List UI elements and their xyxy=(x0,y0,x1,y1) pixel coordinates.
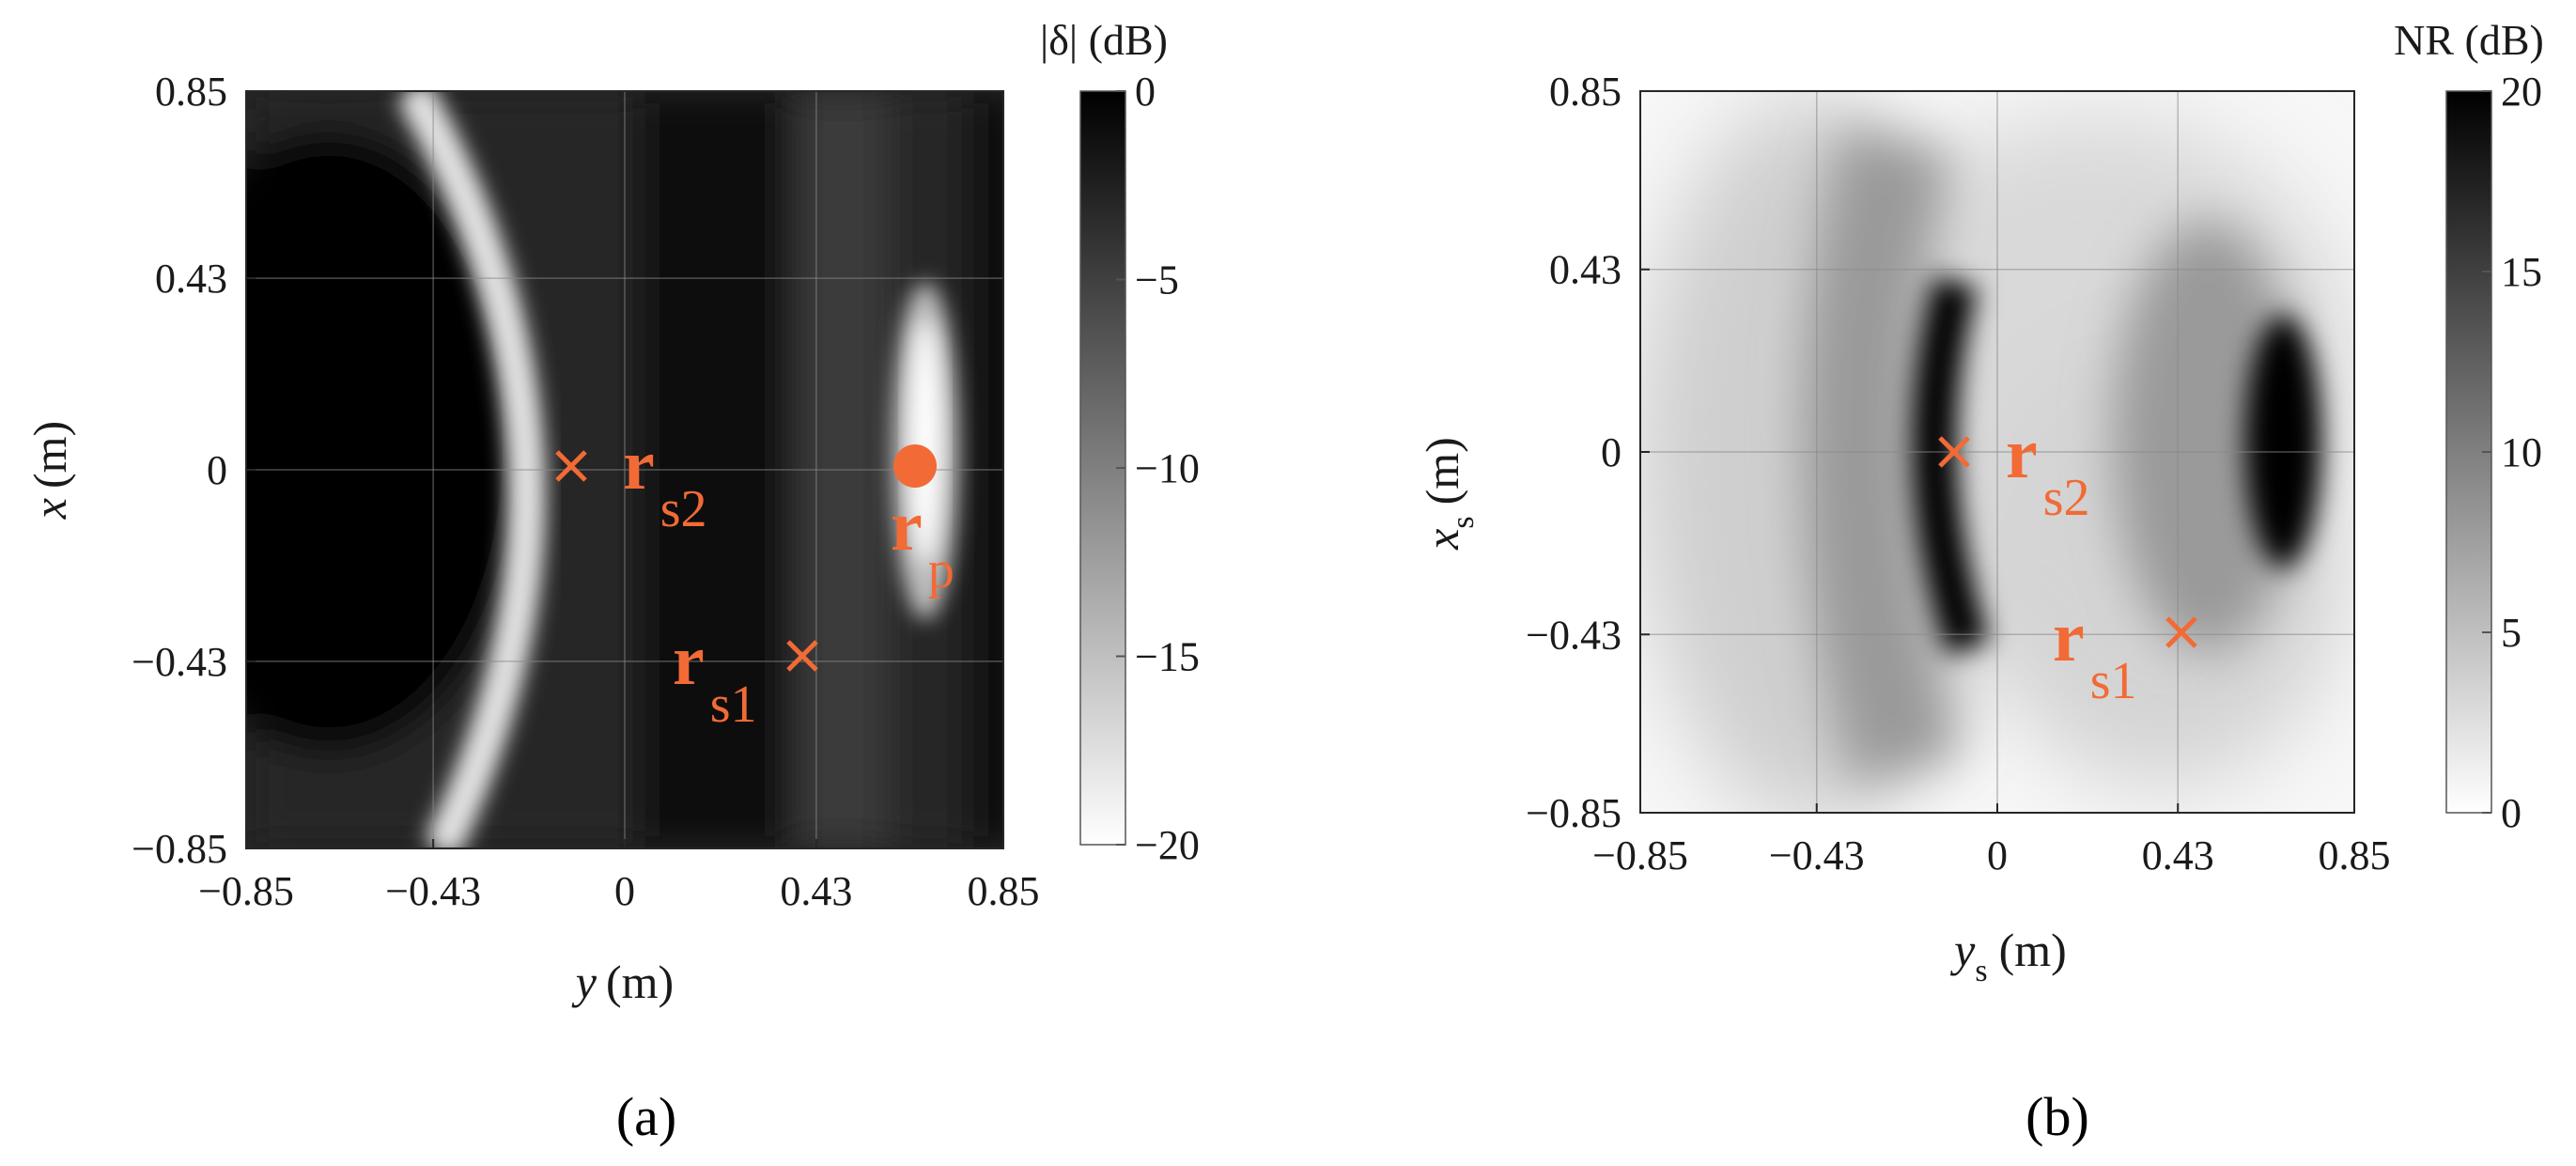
x-axis-label-a: y (m) xyxy=(571,956,674,1008)
colorbar-tick-label-b-1: 15 xyxy=(2501,249,2542,295)
marker-rs1-b xyxy=(2165,616,2197,648)
colorbar-title-b: NR (dB) xyxy=(2394,16,2544,64)
x-tick-label-b-3: 0.43 xyxy=(2142,832,2214,878)
x-tick-label-a-0: −0.85 xyxy=(198,868,294,914)
y-ticks-b: −0.85 −0.43 0 0.43 0.85 xyxy=(1526,69,1650,836)
y-axis-label-a: x(m) xyxy=(23,421,76,520)
colorbar-tick-label-a-3: −15 xyxy=(1135,634,1200,680)
heatmap-b xyxy=(1640,91,2354,813)
x-axis-label-b-sub: s xyxy=(1975,954,1987,988)
marker-rs1-a xyxy=(786,640,818,672)
colorbar-tick-label-b-0: 20 xyxy=(2501,69,2542,115)
y-tick-label-a-0: −0.85 xyxy=(132,826,227,872)
colorbar-ticks-b: 20 15 10 5 0 xyxy=(2482,69,2542,836)
y-axis-label-b: xs(m) xyxy=(1416,437,1481,551)
y-ticks-a: −0.85 −0.43 0 0.43 0.85 xyxy=(132,69,256,872)
marker-rs2-a xyxy=(555,450,587,482)
x-tick-label-a-4: 0.85 xyxy=(968,868,1040,914)
x-ticks-a: −0.85 −0.43 0 0.43 0.85 xyxy=(198,839,1040,914)
marker-label-rs1-b: rs1 xyxy=(2053,598,2137,710)
x-tick-label-a-1: −0.43 xyxy=(385,868,481,914)
x-tick-label-b-4: 0.85 xyxy=(2319,832,2391,878)
y-tick-label-b-1: −0.43 xyxy=(1526,612,1622,658)
colorbar-title-a: |δ| (dB) xyxy=(1040,16,1168,64)
x-ticks-b: −0.85 −0.43 0 0.43 0.85 xyxy=(1592,803,2391,878)
y-axis-label-b-sub: s xyxy=(1446,516,1481,528)
marker-label-rs2-b: rs2 xyxy=(2006,414,2090,527)
y-tick-label-a-2: 0 xyxy=(207,447,227,493)
marker-label-rp-a: rp xyxy=(891,487,954,599)
colorbar-tick-label-b-2: 10 xyxy=(2501,429,2542,475)
panel-label-a: (a) xyxy=(616,1086,676,1147)
marker-label-rs1-a: rs1 xyxy=(673,621,757,734)
y-tick-label-b-3: 0.43 xyxy=(1549,247,1622,293)
colorbar-tick-label-b-3: 5 xyxy=(2501,610,2522,656)
colorbar-tick-label-a-0: 0 xyxy=(1135,69,1156,115)
panel-label-b: (b) xyxy=(2025,1086,2089,1147)
marker-rp-a xyxy=(893,444,937,488)
x-tick-label-b-0: −0.85 xyxy=(1592,832,1688,878)
x-tick-label-b-2: 0 xyxy=(1987,832,2008,878)
y-tick-label-b-4: 0.85 xyxy=(1549,69,1622,115)
y-tick-label-a-1: −0.43 xyxy=(132,639,227,685)
marker-label-rs2-a: rs2 xyxy=(623,426,707,538)
colorbar-tick-label-a-2: −10 xyxy=(1135,445,1200,491)
x-tick-label-b-1: −0.43 xyxy=(1769,832,1865,878)
y-tick-label-a-4: 0.85 xyxy=(155,69,227,115)
y-tick-label-a-3: 0.43 xyxy=(155,256,227,302)
colorbar-tick-label-b-4: 0 xyxy=(2501,790,2522,836)
grid-b xyxy=(1640,91,2354,813)
x-tick-label-a-3: 0.43 xyxy=(780,868,852,914)
colorbar-tick-label-a-1: −5 xyxy=(1135,257,1179,303)
x-tick-label-a-2: 0 xyxy=(614,868,635,914)
y-tick-label-b-2: 0 xyxy=(1601,429,1622,475)
marker-rs2-b xyxy=(1938,436,1970,468)
colorbar-tick-label-a-4: −20 xyxy=(1135,822,1200,868)
x-axis-label-b: ys (m) xyxy=(1949,924,2067,988)
panel-b: −0.85 −0.43 0 0.43 0.85 −0.85−0.4300.430.85 … xyxy=(1416,16,2544,1147)
grid-a xyxy=(246,91,1003,848)
panel-a: −0.85 −0.43 0 0.43 0.85 −0.85−0.4300.430.85 … xyxy=(23,16,1200,1147)
y-tick-label-b-0: −0.85 xyxy=(1526,790,1622,836)
colorbar-ticks-a: 0 −5 −10 −15 −20 xyxy=(1116,69,1200,868)
